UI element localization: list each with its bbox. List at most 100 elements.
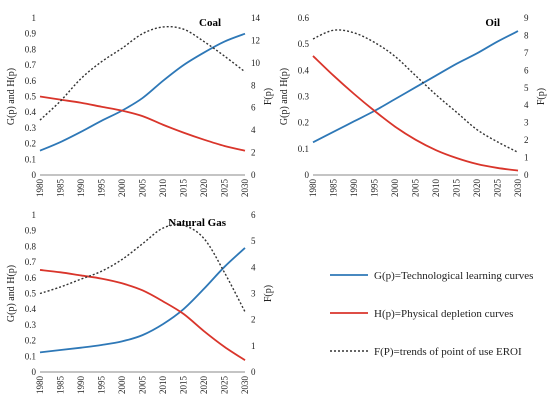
y-tick-label: 0.7 — [25, 60, 37, 70]
x-tick-label: 2010 — [158, 376, 168, 395]
x-tick-label: 1985 — [329, 179, 339, 198]
x-tick-label: 2030 — [240, 376, 250, 395]
x-tick-label: 2000 — [117, 179, 127, 198]
y-tick-label: 0.1 — [25, 154, 36, 164]
x-tick-label: 1995 — [370, 179, 380, 198]
y-tick-label: 0.3 — [25, 123, 37, 133]
x-tick-label: 2005 — [138, 376, 148, 395]
x-tick-label: 1985 — [56, 376, 66, 395]
y-tick-label: 1 — [32, 13, 37, 23]
x-tick-label: 2025 — [220, 179, 230, 198]
x-tick-label: 2030 — [240, 179, 250, 198]
y-tick-label: 0.2 — [25, 139, 36, 149]
y-tick-label: 0.3 — [25, 320, 37, 330]
y2-tick-label: 6 — [524, 65, 529, 75]
x-tick-label: 1990 — [76, 179, 86, 198]
x-tick-label: 1990 — [76, 376, 86, 395]
y2-tick-label: 5 — [524, 83, 529, 93]
x-tick-label: 2005 — [411, 179, 421, 198]
eroi-series-line — [312, 29, 519, 153]
y-tick-label: 0 — [305, 170, 310, 180]
y2-tick-label: 3 — [251, 289, 256, 299]
learning-series-line — [39, 247, 246, 354]
y2-tick-label: 4 — [251, 125, 256, 135]
eroi-series-line — [39, 25, 246, 121]
y2-tick-label: 2 — [251, 315, 256, 325]
oil-chart: 0 0.1 0.2 0.3 0.4 0.5 0.6 0 1 2 3 4 5 6 7 8 9 1980 1985 199… — [279, 13, 547, 197]
x-tick-label: 1990 — [349, 179, 359, 198]
y2-tick-label: 4 — [251, 262, 256, 272]
chart-title: Coal — [199, 17, 221, 29]
y2-axis-title: F(p) — [536, 88, 547, 105]
y2-tick-label: 5 — [251, 236, 256, 246]
x-tick-label: 2015 — [179, 179, 189, 198]
legend-label: F(P)=trends of point of use EROI — [374, 346, 522, 358]
y2-tick-label: 2 — [251, 148, 256, 158]
depletion-series-line — [312, 55, 519, 172]
y-axis-title: G(p) and H(p) — [279, 68, 290, 125]
x-tick-label: 2000 — [390, 179, 400, 198]
x-tick-label: 1980 — [35, 376, 45, 395]
x-tick-label: 1995 — [97, 179, 107, 198]
y-tick-label: 0.9 — [25, 29, 37, 39]
y2-tick-label: 14 — [251, 13, 261, 23]
x-tick-label: 2025 — [220, 376, 230, 395]
y2-tick-label: 6 — [251, 210, 256, 220]
y-tick-label: 1 — [32, 210, 37, 220]
x-tick-label: 2025 — [493, 179, 503, 198]
x-tick-label: 2020 — [199, 376, 209, 395]
y2-tick-label: 6 — [251, 103, 256, 113]
y2-tick-label: 2 — [524, 135, 529, 145]
y-tick-label: 0.6 — [25, 76, 37, 86]
y-axis-title: G(p) and H(p) — [6, 68, 17, 125]
x-tick-label: 1980 — [308, 179, 318, 198]
y-tick-label: 0.1 — [25, 351, 36, 361]
y-tick-label: 0.6 — [25, 273, 37, 283]
y2-tick-label: 10 — [251, 58, 261, 68]
x-tick-label: 1985 — [56, 179, 66, 198]
y-tick-label: 0.4 — [25, 107, 37, 117]
x-tick-label: 1980 — [35, 179, 45, 198]
y2-tick-label: 12 — [251, 35, 260, 45]
natural-gas-chart: 0 0.1 0.2 0.3 0.4 0.5 0.6 0.7 0.8 0.9 1 0 1 2 3 4 5 6 1980… — [6, 210, 274, 394]
y2-tick-label: 0 — [251, 367, 256, 377]
learning-series-line — [39, 32, 246, 152]
y-tick-label: 0.2 — [298, 118, 309, 128]
y2-tick-label: 0 — [251, 170, 256, 180]
x-tick-label: 2010 — [431, 179, 441, 198]
y-tick-label: 0 — [32, 170, 37, 180]
x-tick-label: 2000 — [117, 376, 127, 395]
y-tick-label: 0.7 — [25, 257, 37, 267]
legend-label: G(p)=Technological learning curves — [374, 270, 533, 282]
x-tick-label: 2020 — [199, 179, 209, 198]
coal-chart: 00.10.20.30.40.50.60.70.80.9102468101214… — [6, 13, 274, 197]
y2-tick-label: 1 — [524, 153, 529, 163]
y-tick-label: 0 — [32, 367, 37, 377]
y2-tick-label: 8 — [251, 80, 256, 90]
y-tick-label: 0.5 — [298, 39, 310, 49]
chart-title: Natural Gas — [168, 217, 226, 229]
y-tick-label: 0.4 — [25, 304, 37, 314]
x-tick-label: 2010 — [158, 179, 168, 198]
y2-tick-label: 3 — [524, 118, 529, 128]
chart-title: Oil — [485, 17, 500, 29]
eroi-series-line — [39, 224, 246, 313]
y2-tick-label: 4 — [524, 100, 529, 110]
y2-tick-label: 9 — [524, 13, 529, 23]
x-tick-label: 1995 — [97, 376, 107, 395]
learning-series-line — [312, 30, 519, 144]
y-tick-label: 0.5 — [25, 289, 37, 299]
x-tick-label: 2020 — [472, 179, 482, 198]
y2-axis-title: F(p) — [263, 88, 274, 105]
chart-legend: G(p)=Technological learning curves H(p)=P… — [330, 270, 533, 358]
y2-tick-label: 0 — [524, 170, 529, 180]
y-tick-label: 0.2 — [25, 336, 36, 346]
y2-axis-title: F(p) — [263, 285, 274, 302]
y-tick-label: 0.8 — [25, 44, 37, 54]
depletion-series-line — [39, 269, 246, 361]
y-tick-label: 0.6 — [298, 13, 310, 23]
y2-tick-label: 1 — [251, 341, 256, 351]
y-tick-label: 0.4 — [298, 65, 310, 75]
y-tick-label: 0.5 — [25, 92, 37, 102]
